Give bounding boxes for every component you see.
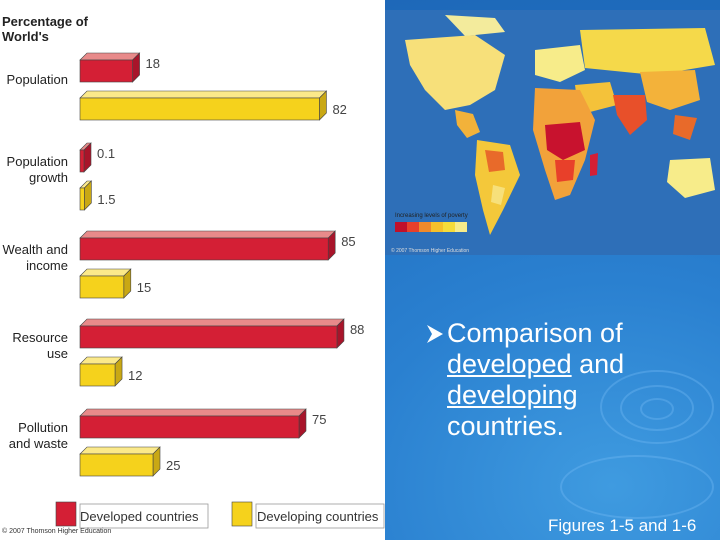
ripple-decoration xyxy=(600,370,714,444)
bar-developing xyxy=(79,453,154,477)
ripple-decoration xyxy=(560,455,714,519)
chart-copyright: © 2007 Thomson Higher Education xyxy=(2,528,112,535)
bar-developing-top xyxy=(79,268,132,277)
data-label: 82 xyxy=(332,102,346,117)
bar-developed-top xyxy=(79,318,345,327)
bar-chart-panel: Population 18 82 Population growth 0.1 1.5 Weal… xyxy=(0,0,385,540)
world-map-graphic xyxy=(385,10,720,255)
term-developing: developing xyxy=(447,380,578,410)
bar-chart: Population1882Populationgrowth0.11.5Weal… xyxy=(2,52,385,529)
category-label: Pollution xyxy=(18,420,68,435)
legend-swatch-developing xyxy=(231,501,253,527)
legend-box-developing xyxy=(255,503,385,529)
bullet-and: and xyxy=(571,349,625,379)
map-copyright: © 2007 Thomson Higher Education xyxy=(391,248,470,254)
category-label: Resource xyxy=(12,330,68,345)
bar-developing xyxy=(79,97,320,121)
bar-developed xyxy=(79,415,300,439)
category-label: Population xyxy=(7,72,68,87)
bullet-suffix: countries. xyxy=(447,411,565,441)
legend-box-developed xyxy=(79,503,209,529)
ripple-decoration xyxy=(620,385,694,431)
data-label: 12 xyxy=(128,368,142,383)
data-label: 15 xyxy=(137,280,151,295)
bar-developing xyxy=(79,275,125,299)
data-label: 85 xyxy=(341,234,355,249)
bullet-prefix: Comparison of xyxy=(447,318,623,348)
data-label: 18 xyxy=(146,56,160,71)
bullet-text: Comparison of developed and developing c… xyxy=(447,318,712,442)
bar-developed-top xyxy=(79,230,336,239)
data-label: 88 xyxy=(350,322,364,337)
legend-label-developing: Developing countries xyxy=(257,509,379,524)
legend-swatch-developed xyxy=(55,501,77,527)
bar-developed xyxy=(79,237,329,261)
category-label: Wealth and xyxy=(2,242,68,257)
ripple-decoration xyxy=(640,398,674,420)
category-label: and waste xyxy=(9,436,68,451)
figure-reference: Figures 1-5 and 1-6 xyxy=(548,516,697,535)
arrow-bullet-icon xyxy=(427,325,443,343)
bar-developing-top xyxy=(79,90,328,99)
legend-label-developed: Developed countries xyxy=(80,509,199,524)
bar-developing-top xyxy=(79,446,161,455)
bar-developed xyxy=(79,59,133,83)
bar-developed xyxy=(79,325,338,349)
data-label: 0.1 xyxy=(97,146,115,161)
category-label: Population xyxy=(7,154,68,169)
data-label: 25 xyxy=(166,458,180,473)
bar-developed-top xyxy=(79,52,141,61)
category-label: income xyxy=(26,258,68,273)
world-poverty-map: Increasing levels of poverty © 2007 Thom… xyxy=(385,10,720,255)
bar-developed xyxy=(79,149,85,173)
data-label: 1.5 xyxy=(97,192,115,207)
category-label: growth xyxy=(29,170,68,185)
data-label: 75 xyxy=(312,412,326,427)
map-legend-caption: Increasing levels of poverty xyxy=(395,213,468,219)
chart-title: Percentage of World's xyxy=(2,14,88,44)
bar-developing xyxy=(79,187,85,211)
bar-developed-top xyxy=(79,408,307,417)
term-developed: developed xyxy=(447,349,572,379)
category-label: use xyxy=(47,346,68,361)
bar-developing xyxy=(79,363,116,387)
